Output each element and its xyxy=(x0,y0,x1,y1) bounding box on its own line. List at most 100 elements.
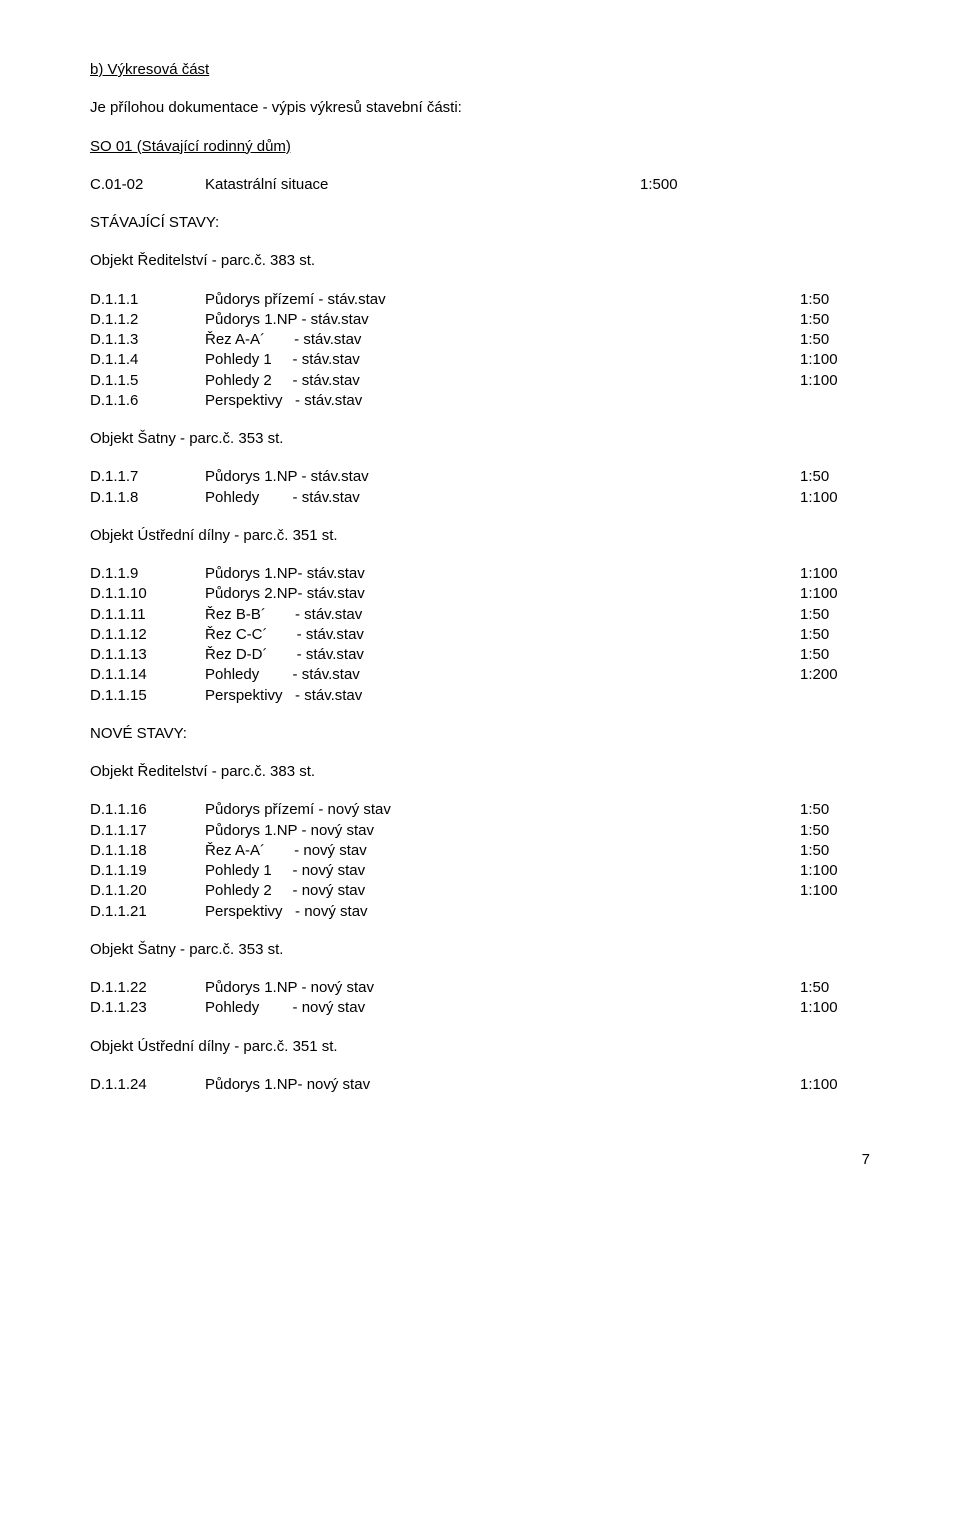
row-code: D.1.1.11 xyxy=(90,605,205,625)
stav-satny-table: D.1.1.7Půdorys 1.NP - stáv.stav1:50D.1.1… xyxy=(90,467,870,508)
row-code: D.1.1.21 xyxy=(90,902,205,922)
table-row: D.1.1.12Řez C-C´ - stáv.stav1:50 xyxy=(90,625,870,645)
table-row: D.1.1.13Řez D-D´ - stáv.stav1:50 xyxy=(90,645,870,665)
row-scale: 1:50 xyxy=(800,841,870,861)
row-code: D.1.1.13 xyxy=(90,645,205,665)
row-scale: 1:50 xyxy=(800,467,870,487)
table-row: D.1.1.10Půdorys 2.NP- stáv.stav1:100 xyxy=(90,584,870,604)
row-code: D.1.1.2 xyxy=(90,310,205,330)
row-scale: 1:50 xyxy=(800,625,870,645)
row-code: D.1.1.15 xyxy=(90,686,205,706)
row-scale: 1:50 xyxy=(800,978,870,998)
table-row: D.1.1.7Půdorys 1.NP - stáv.stav1:50 xyxy=(90,467,870,487)
table-row: D.1.1.17Půdorys 1.NP - nový stav1:50 xyxy=(90,821,870,841)
row-code: D.1.1.1 xyxy=(90,290,205,310)
table-row: D.1.1.22Půdorys 1.NP - nový stav1:50 xyxy=(90,978,870,998)
row-scale: 1:100 xyxy=(800,584,870,604)
row-code: D.1.1.6 xyxy=(90,391,205,411)
object-heading-dilny-351: Objekt Ústřední dílny - parc.č. 351 st. xyxy=(90,526,870,546)
stav-red-table: D.1.1.1Půdorys přízemí - stáv.stav1:50D.… xyxy=(90,290,870,412)
row-desc: Perspektivy - stáv.stav xyxy=(205,686,800,706)
row-desc: Půdorys 1.NP- nový stav xyxy=(205,1075,800,1095)
object-heading-red-383-b: Objekt Ředitelství - parc.č. 383 st. xyxy=(90,762,870,782)
row-desc: Řez A-A´ - stáv.stav xyxy=(205,330,800,350)
row-code: D.1.1.19 xyxy=(90,861,205,881)
table-row: D.1.1.3Řez A-A´ - stáv.stav1:50 xyxy=(90,330,870,350)
row-scale: 1:100 xyxy=(800,861,870,881)
row-code: D.1.1.24 xyxy=(90,1075,205,1095)
table-row: D.1.1.16Půdorys přízemí - nový stav1:50 xyxy=(90,800,870,820)
row-desc: Půdorys přízemí - stáv.stav xyxy=(205,290,800,310)
so-line: SO 01 (Stávající rodinný dům) xyxy=(90,137,870,157)
row-desc: Řez A-A´ - nový stav xyxy=(205,841,800,861)
row-scale: 1:100 xyxy=(800,564,870,584)
row-code: D.1.1.5 xyxy=(90,371,205,391)
row-code: D.1.1.16 xyxy=(90,800,205,820)
row-desc: Pohledy 1 - stáv.stav xyxy=(205,350,800,370)
row-desc: Pohledy 2 - stáv.stav xyxy=(205,371,800,391)
row-desc: Půdorys 2.NP- stáv.stav xyxy=(205,584,800,604)
table-row: D.1.1.1Půdorys přízemí - stáv.stav1:50 xyxy=(90,290,870,310)
table-row: D.1.1.20Pohledy 2 - nový stav1:100 xyxy=(90,881,870,901)
row-desc: Katastrální situace xyxy=(205,175,640,195)
row-code: D.1.1.10 xyxy=(90,584,205,604)
row-scale: 1:50 xyxy=(800,290,870,310)
row-scale: 1:50 xyxy=(800,330,870,350)
row-scale: 1:100 xyxy=(800,998,870,1018)
row-scale: 1:500 xyxy=(640,175,870,195)
row-scale: 1:200 xyxy=(800,665,870,685)
table-row: D.1.1.21Perspektivy - nový stav xyxy=(90,902,870,922)
table-row: D.1.1.5Pohledy 2 - stáv.stav1:100 xyxy=(90,371,870,391)
object-heading-satny-353: Objekt Šatny - parc.č. 353 st. xyxy=(90,429,870,449)
row-scale: 1:100 xyxy=(800,350,870,370)
stav-dilny-table: D.1.1.9Půdorys 1.NP- stáv.stav1:100D.1.1… xyxy=(90,564,870,706)
row-scale: 1:100 xyxy=(800,1075,870,1095)
intro-text: Je přílohou dokumentace - výpis výkresů … xyxy=(90,98,870,118)
stav-heading: STÁVAJÍCÍ STAVY: xyxy=(90,213,870,233)
table-row: D.1.1.19Pohledy 1 - nový stav1:100 xyxy=(90,861,870,881)
table-row: D.1.1.8Pohledy - stáv.stav1:100 xyxy=(90,488,870,508)
row-desc: Pohledy 1 - nový stav xyxy=(205,861,800,881)
row-desc: Pohledy - nový stav xyxy=(205,998,800,1018)
row-desc: Půdorys 1.NP - stáv.stav xyxy=(205,467,800,487)
section-title: b) Výkresová část xyxy=(90,60,870,80)
table-row: D.1.1.23Pohledy - nový stav1:100 xyxy=(90,998,870,1018)
row-desc: Půdorys přízemí - nový stav xyxy=(205,800,800,820)
row-scale: 1:50 xyxy=(800,605,870,625)
row-scale: 1:50 xyxy=(800,645,870,665)
table-row: D.1.1.14Pohledy - stáv.stav1:200 xyxy=(90,665,870,685)
row-desc: Perspektivy - nový stav xyxy=(205,902,800,922)
nove-heading: NOVÉ STAVY: xyxy=(90,724,870,744)
row-code: D.1.1.7 xyxy=(90,467,205,487)
row-code: D.1.1.12 xyxy=(90,625,205,645)
row-desc: Pohledy 2 - nový stav xyxy=(205,881,800,901)
row-desc: Půdorys 1.NP - nový stav xyxy=(205,821,800,841)
nove-red-table: D.1.1.16Půdorys přízemí - nový stav1:50D… xyxy=(90,800,870,922)
row-scale: 1:100 xyxy=(800,881,870,901)
table-row: D.1.1.11Řez B-B´ - stáv.stav1:50 xyxy=(90,605,870,625)
row-code: D.1.1.14 xyxy=(90,665,205,685)
row-desc: Řez D-D´ - stáv.stav xyxy=(205,645,800,665)
katastral-row: C.01-02 Katastrální situace 1:500 xyxy=(90,175,870,195)
row-code: D.1.1.18 xyxy=(90,841,205,861)
row-desc: Pohledy - stáv.stav xyxy=(205,488,800,508)
row-code: D.1.1.4 xyxy=(90,350,205,370)
row-code: C.01-02 xyxy=(90,175,205,195)
row-desc: Půdorys 1.NP - stáv.stav xyxy=(205,310,800,330)
table-row: D.1.1.15Perspektivy - stáv.stav xyxy=(90,686,870,706)
row-scale: 1:50 xyxy=(800,800,870,820)
object-heading-red-383: Objekt Ředitelství - parc.č. 383 st. xyxy=(90,251,870,271)
table-row: D.1.1.2Půdorys 1.NP - stáv.stav1:50 xyxy=(90,310,870,330)
row-scale: 1:50 xyxy=(800,310,870,330)
row-desc: Půdorys 1.NP- stáv.stav xyxy=(205,564,800,584)
object-heading-dilny-351-b: Objekt Ústřední dílny - parc.č. 351 st. xyxy=(90,1037,870,1057)
row-code: D.1.1.17 xyxy=(90,821,205,841)
row-code: D.1.1.23 xyxy=(90,998,205,1018)
row-desc: Perspektivy - stáv.stav xyxy=(205,391,800,411)
nove-dilny-table: D.1.1.24Půdorys 1.NP- nový stav1:100 xyxy=(90,1075,870,1095)
row-code: D.1.1.8 xyxy=(90,488,205,508)
page-number: 7 xyxy=(90,1150,870,1170)
row-desc: Pohledy - stáv.stav xyxy=(205,665,800,685)
row-desc: Řez C-C´ - stáv.stav xyxy=(205,625,800,645)
row-scale: 1:100 xyxy=(800,371,870,391)
